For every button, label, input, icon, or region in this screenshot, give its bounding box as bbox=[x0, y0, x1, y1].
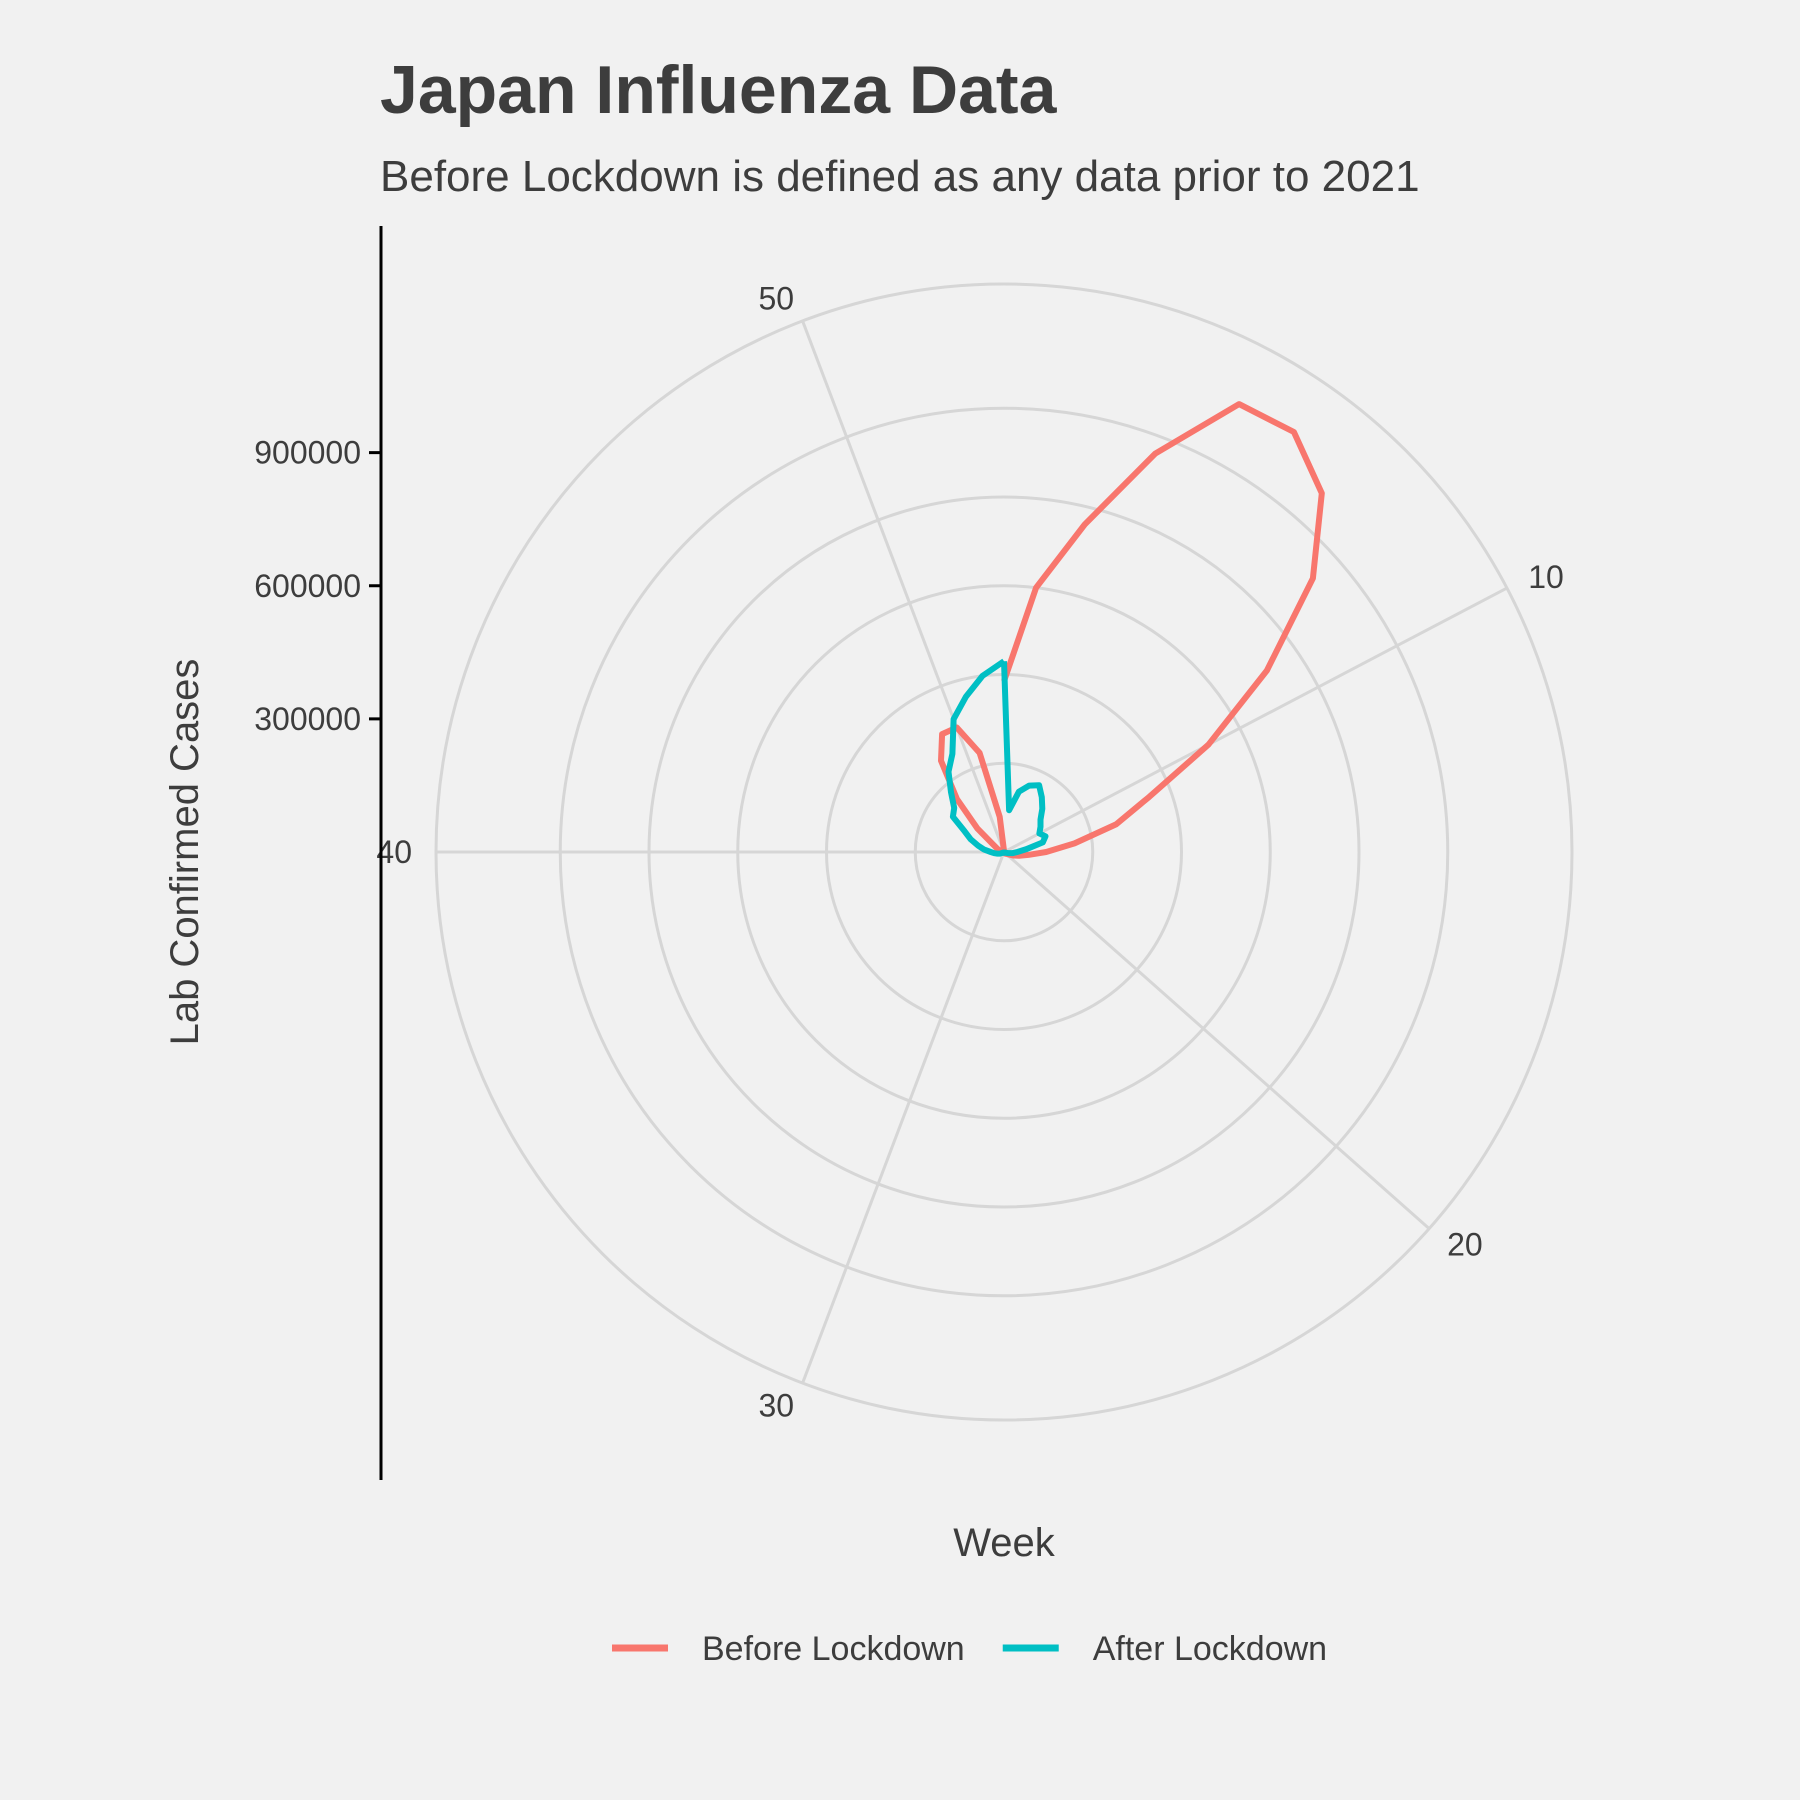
grid-spoke bbox=[1003, 850, 1431, 1230]
y-axis-title: Lab Confirmed Cases bbox=[163, 659, 207, 1046]
grid-spoke bbox=[801, 320, 1006, 853]
x-axis-title: Week bbox=[953, 1521, 1056, 1565]
chart-subtitle: Before Lockdown is defined as any data p… bbox=[380, 152, 1420, 201]
legend: Before Lockdown After Lockdown bbox=[612, 1630, 1327, 1668]
y-tick-label: 900000 bbox=[254, 435, 361, 471]
grid-spoke bbox=[801, 851, 1006, 1384]
grid-spoke bbox=[1003, 586, 1508, 854]
series-lines bbox=[938, 401, 1325, 859]
angular-gridlines bbox=[436, 320, 1508, 1384]
y-axis-ticks: 300000 600000 900000 bbox=[254, 435, 381, 737]
series-line-after-lockdown bbox=[945, 658, 1049, 857]
week-tick-label: 10 bbox=[1528, 559, 1564, 595]
y-tick-label: 600000 bbox=[254, 568, 361, 604]
y-tick-label: 300000 bbox=[254, 701, 361, 737]
week-tick-label: 20 bbox=[1447, 1227, 1483, 1263]
legend-label: Before Lockdown bbox=[702, 1630, 965, 1668]
legend-label: After Lockdown bbox=[1093, 1630, 1327, 1668]
week-tick-label: 30 bbox=[758, 1388, 794, 1424]
week-tick-label: 50 bbox=[758, 280, 794, 316]
chart-title: Japan Influenza Data bbox=[380, 52, 1058, 128]
series-line-before-lockdown bbox=[938, 401, 1325, 859]
